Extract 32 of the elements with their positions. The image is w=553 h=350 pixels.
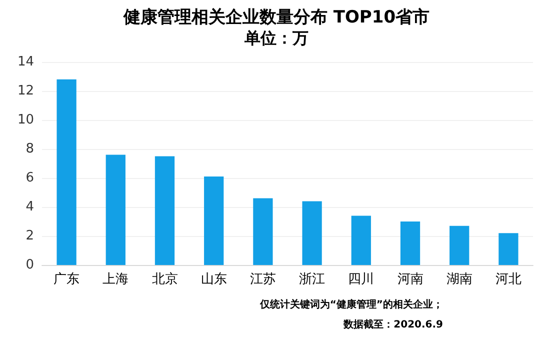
x-tick-label: 广东 <box>54 272 80 287</box>
bar <box>154 156 175 265</box>
x-tick-label: 上海 <box>102 272 129 287</box>
bar <box>450 226 470 265</box>
x-tick-label: 浙江 <box>299 272 326 287</box>
bar <box>351 216 371 265</box>
x-tick-label: 河北 <box>495 272 522 287</box>
text: 数据截至：2020.6.9 <box>342 318 444 330</box>
chart-subtitle: 单位：万 <box>244 28 308 48</box>
text: 仅统计关键词为“健康管理”的相关企业； <box>258 298 444 310</box>
x-tick-label: 河南 <box>397 272 424 287</box>
y-tick-label: 4 <box>26 200 34 214</box>
y-tick-label: 6 <box>26 170 34 186</box>
x-tick-label: 北京 <box>152 272 178 287</box>
bar <box>106 154 126 265</box>
x-tick-label: 山东 <box>200 272 227 287</box>
bar <box>400 222 420 265</box>
x-tick-label: 湖南 <box>446 272 472 287</box>
y-tick-label: 12 <box>17 84 34 98</box>
bar <box>204 176 224 265</box>
y-tick-label: 8 <box>26 142 34 156</box>
bar <box>302 201 322 265</box>
bar <box>253 198 273 265</box>
y-tick-label: 10 <box>17 112 34 128</box>
chart-title: 健康管理相关企业数量分布 TOP10省市 <box>122 8 430 28</box>
y-tick-label: 2 <box>26 228 34 244</box>
y-tick-label: 0 <box>26 258 34 272</box>
bar <box>498 233 518 265</box>
x-tick-label: 四川 <box>348 272 374 287</box>
y-tick-label: 14 <box>17 54 34 70</box>
x-tick-label: 江苏 <box>250 272 276 287</box>
bar <box>56 79 76 265</box>
